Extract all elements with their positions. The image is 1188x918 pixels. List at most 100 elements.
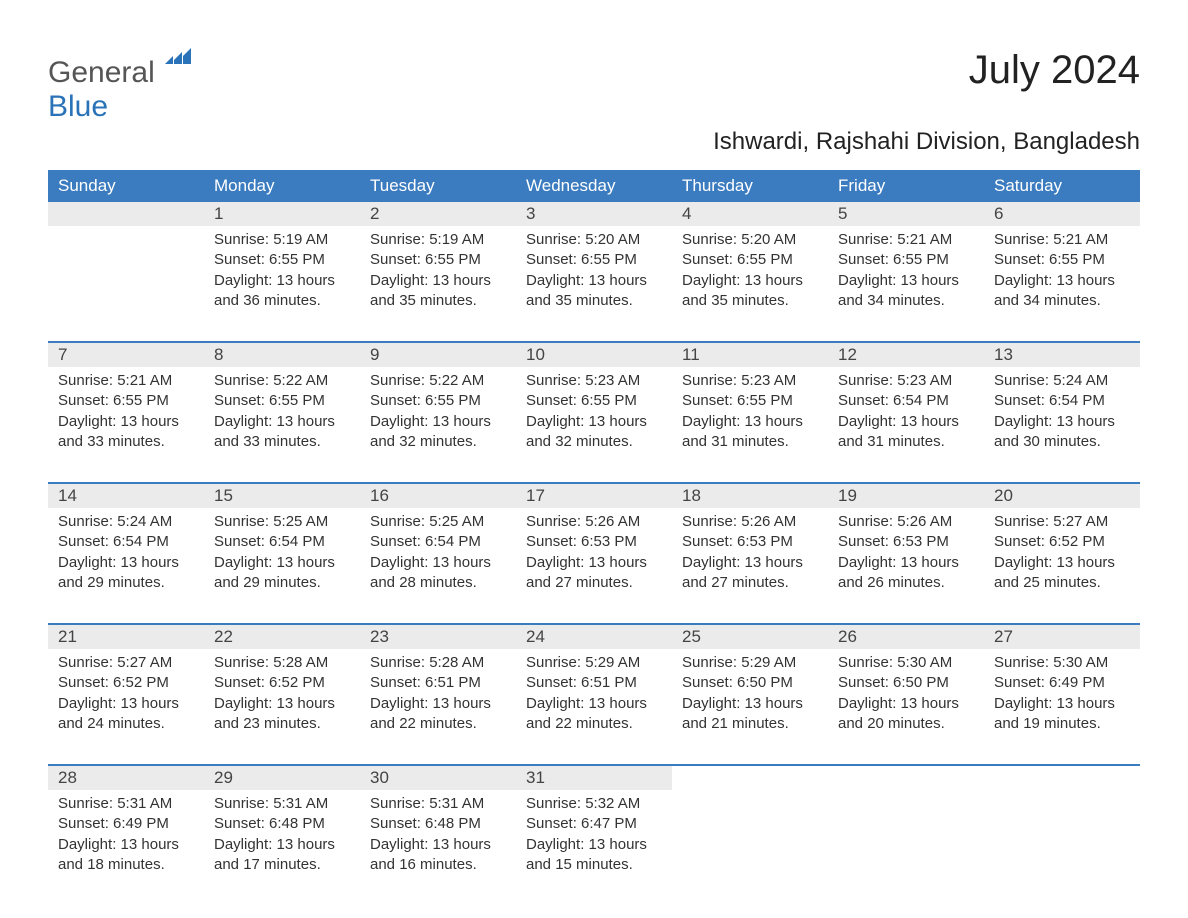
day-sunset: Sunset: 6:54 PM xyxy=(214,532,350,552)
weekday-header: Monday xyxy=(204,170,360,202)
day-body: Sunrise: 5:23 AMSunset: 6:54 PMDaylight:… xyxy=(828,367,984,482)
day-body: Sunrise: 5:19 AMSunset: 6:55 PMDaylight:… xyxy=(360,226,516,341)
day-sunset: Sunset: 6:55 PM xyxy=(370,250,506,270)
calendar-cell: 27Sunrise: 5:30 AMSunset: 6:49 PMDayligh… xyxy=(984,624,1140,765)
calendar-cell: 3Sunrise: 5:20 AMSunset: 6:55 PMDaylight… xyxy=(516,202,672,342)
day-daylight1: Daylight: 13 hours xyxy=(370,694,506,714)
logo-chart-icon xyxy=(165,48,191,64)
calendar-cell: 1Sunrise: 5:19 AMSunset: 6:55 PMDaylight… xyxy=(204,202,360,342)
day-sunrise: Sunrise: 5:27 AM xyxy=(994,512,1130,532)
day-sunrise: Sunrise: 5:21 AM xyxy=(58,371,194,391)
weekday-header: Wednesday xyxy=(516,170,672,202)
day-sunrise: Sunrise: 5:23 AM xyxy=(682,371,818,391)
day-number: 21 xyxy=(48,625,204,649)
day-daylight1: Daylight: 13 hours xyxy=(214,553,350,573)
day-daylight2: and 35 minutes. xyxy=(682,291,818,311)
day-sunset: Sunset: 6:53 PM xyxy=(526,532,662,552)
day-daylight2: and 36 minutes. xyxy=(214,291,350,311)
day-number: 26 xyxy=(828,625,984,649)
day-body: Sunrise: 5:20 AMSunset: 6:55 PMDaylight:… xyxy=(672,226,828,341)
day-daylight1: Daylight: 13 hours xyxy=(526,835,662,855)
page-title: July 2024 xyxy=(969,48,1140,93)
day-body: Sunrise: 5:25 AMSunset: 6:54 PMDaylight:… xyxy=(204,508,360,623)
day-body: Sunrise: 5:19 AMSunset: 6:55 PMDaylight:… xyxy=(204,226,360,341)
day-sunset: Sunset: 6:55 PM xyxy=(58,391,194,411)
day-daylight1: Daylight: 13 hours xyxy=(682,553,818,573)
weekday-header: Tuesday xyxy=(360,170,516,202)
logo: General Blue xyxy=(48,48,191,124)
day-body: Sunrise: 5:22 AMSunset: 6:55 PMDaylight:… xyxy=(204,367,360,482)
day-sunset: Sunset: 6:52 PM xyxy=(214,673,350,693)
day-number: 16 xyxy=(360,484,516,508)
day-sunrise: Sunrise: 5:30 AM xyxy=(838,653,974,673)
calendar-cell: 12Sunrise: 5:23 AMSunset: 6:54 PMDayligh… xyxy=(828,342,984,483)
calendar-week-row: 28Sunrise: 5:31 AMSunset: 6:49 PMDayligh… xyxy=(48,765,1140,905)
day-sunrise: Sunrise: 5:27 AM xyxy=(58,653,194,673)
day-number: 12 xyxy=(828,343,984,367)
day-sunrise: Sunrise: 5:23 AM xyxy=(838,371,974,391)
day-body: Sunrise: 5:27 AMSunset: 6:52 PMDaylight:… xyxy=(984,508,1140,623)
day-body: Sunrise: 5:29 AMSunset: 6:50 PMDaylight:… xyxy=(672,649,828,764)
day-number-empty xyxy=(984,766,1140,790)
day-body: Sunrise: 5:27 AMSunset: 6:52 PMDaylight:… xyxy=(48,649,204,764)
day-sunset: Sunset: 6:55 PM xyxy=(994,250,1130,270)
day-sunset: Sunset: 6:52 PM xyxy=(994,532,1130,552)
day-daylight2: and 30 minutes. xyxy=(994,432,1130,452)
day-number: 7 xyxy=(48,343,204,367)
day-body: Sunrise: 5:28 AMSunset: 6:51 PMDaylight:… xyxy=(360,649,516,764)
day-sunset: Sunset: 6:51 PM xyxy=(526,673,662,693)
day-daylight2: and 35 minutes. xyxy=(370,291,506,311)
day-number: 11 xyxy=(672,343,828,367)
calendar-cell: 26Sunrise: 5:30 AMSunset: 6:50 PMDayligh… xyxy=(828,624,984,765)
weekday-header: Friday xyxy=(828,170,984,202)
calendar-week-row: 7 Sunrise: 5:21 AMSunset: 6:55 PM Daylight… xyxy=(48,342,1140,483)
day-daylight1: Daylight: 13 hours xyxy=(838,553,974,573)
calendar-cell: 30Sunrise: 5:31 AMSunset: 6:48 PMDayligh… xyxy=(360,765,516,905)
day-daylight1: Daylight: 13 hours xyxy=(526,271,662,291)
day-daylight2: and 22 minutes. xyxy=(370,714,506,734)
day-sunset: Sunset: 6:51 PM xyxy=(370,673,506,693)
day-daylight1: Daylight: 13 hours xyxy=(994,412,1130,432)
day-daylight2: and 33 minutes. xyxy=(214,432,350,452)
day-sunrise: Sunrise: 5:21 AM xyxy=(994,230,1130,250)
header: General Blue July 2024 xyxy=(48,48,1140,124)
calendar-cell: 14Sunrise: 5:24 AMSunset: 6:54 PMDayligh… xyxy=(48,483,204,624)
day-sunrise: Sunrise: 5:31 AM xyxy=(214,794,350,814)
calendar-cell: 22Sunrise: 5:28 AMSunset: 6:52 PMDayligh… xyxy=(204,624,360,765)
day-sunrise: Sunrise: 5:25 AM xyxy=(370,512,506,532)
logo-text-blue: Blue xyxy=(48,90,108,123)
day-number: 13 xyxy=(984,343,1140,367)
day-daylight2: and 20 minutes. xyxy=(838,714,974,734)
day-daylight2: and 31 minutes. xyxy=(682,432,818,452)
day-sunset: Sunset: 6:48 PM xyxy=(214,814,350,834)
day-number: 28 xyxy=(48,766,204,790)
day-number: 30 xyxy=(360,766,516,790)
calendar-cell: 29Sunrise: 5:31 AMSunset: 6:48 PMDayligh… xyxy=(204,765,360,905)
day-body: Sunrise: 5:24 AMSunset: 6:54 PMDaylight:… xyxy=(984,367,1140,482)
day-number: 17 xyxy=(516,484,672,508)
day-daylight2: and 34 minutes. xyxy=(994,291,1130,311)
day-body: Sunrise: 5:30 AMSunset: 6:49 PMDaylight:… xyxy=(984,649,1140,764)
day-daylight2: and 27 minutes. xyxy=(526,573,662,593)
day-sunrise: Sunrise: 5:26 AM xyxy=(838,512,974,532)
day-daylight2: and 27 minutes. xyxy=(682,573,818,593)
day-body: Sunrise: 5:21 AMSunset: 6:55 PMDaylight:… xyxy=(828,226,984,341)
day-sunrise: Sunrise: 5:26 AM xyxy=(526,512,662,532)
day-number: 23 xyxy=(360,625,516,649)
calendar-cell: 17Sunrise: 5:26 AMSunset: 6:53 PMDayligh… xyxy=(516,483,672,624)
calendar-cell: 11Sunrise: 5:23 AMSunset: 6:55 PMDayligh… xyxy=(672,342,828,483)
day-daylight2: and 26 minutes. xyxy=(838,573,974,593)
day-sunrise: Sunrise: 5:28 AM xyxy=(214,653,350,673)
day-sunset: Sunset: 6:48 PM xyxy=(370,814,506,834)
day-daylight1: Daylight: 13 hours xyxy=(838,412,974,432)
day-daylight1: Daylight: 13 hours xyxy=(214,412,350,432)
day-body: Sunrise: 5:20 AMSunset: 6:55 PMDaylight:… xyxy=(516,226,672,341)
day-daylight1: Daylight: 13 hours xyxy=(526,694,662,714)
calendar-cell xyxy=(828,765,984,905)
calendar-cell: 15Sunrise: 5:25 AMSunset: 6:54 PMDayligh… xyxy=(204,483,360,624)
day-sunrise: Sunrise: 5:21 AM xyxy=(838,230,974,250)
day-number: 3 xyxy=(516,202,672,226)
day-sunrise: Sunrise: 5:22 AM xyxy=(370,371,506,391)
day-sunrise: Sunrise: 5:20 AM xyxy=(526,230,662,250)
day-daylight2: and 29 minutes. xyxy=(214,573,350,593)
